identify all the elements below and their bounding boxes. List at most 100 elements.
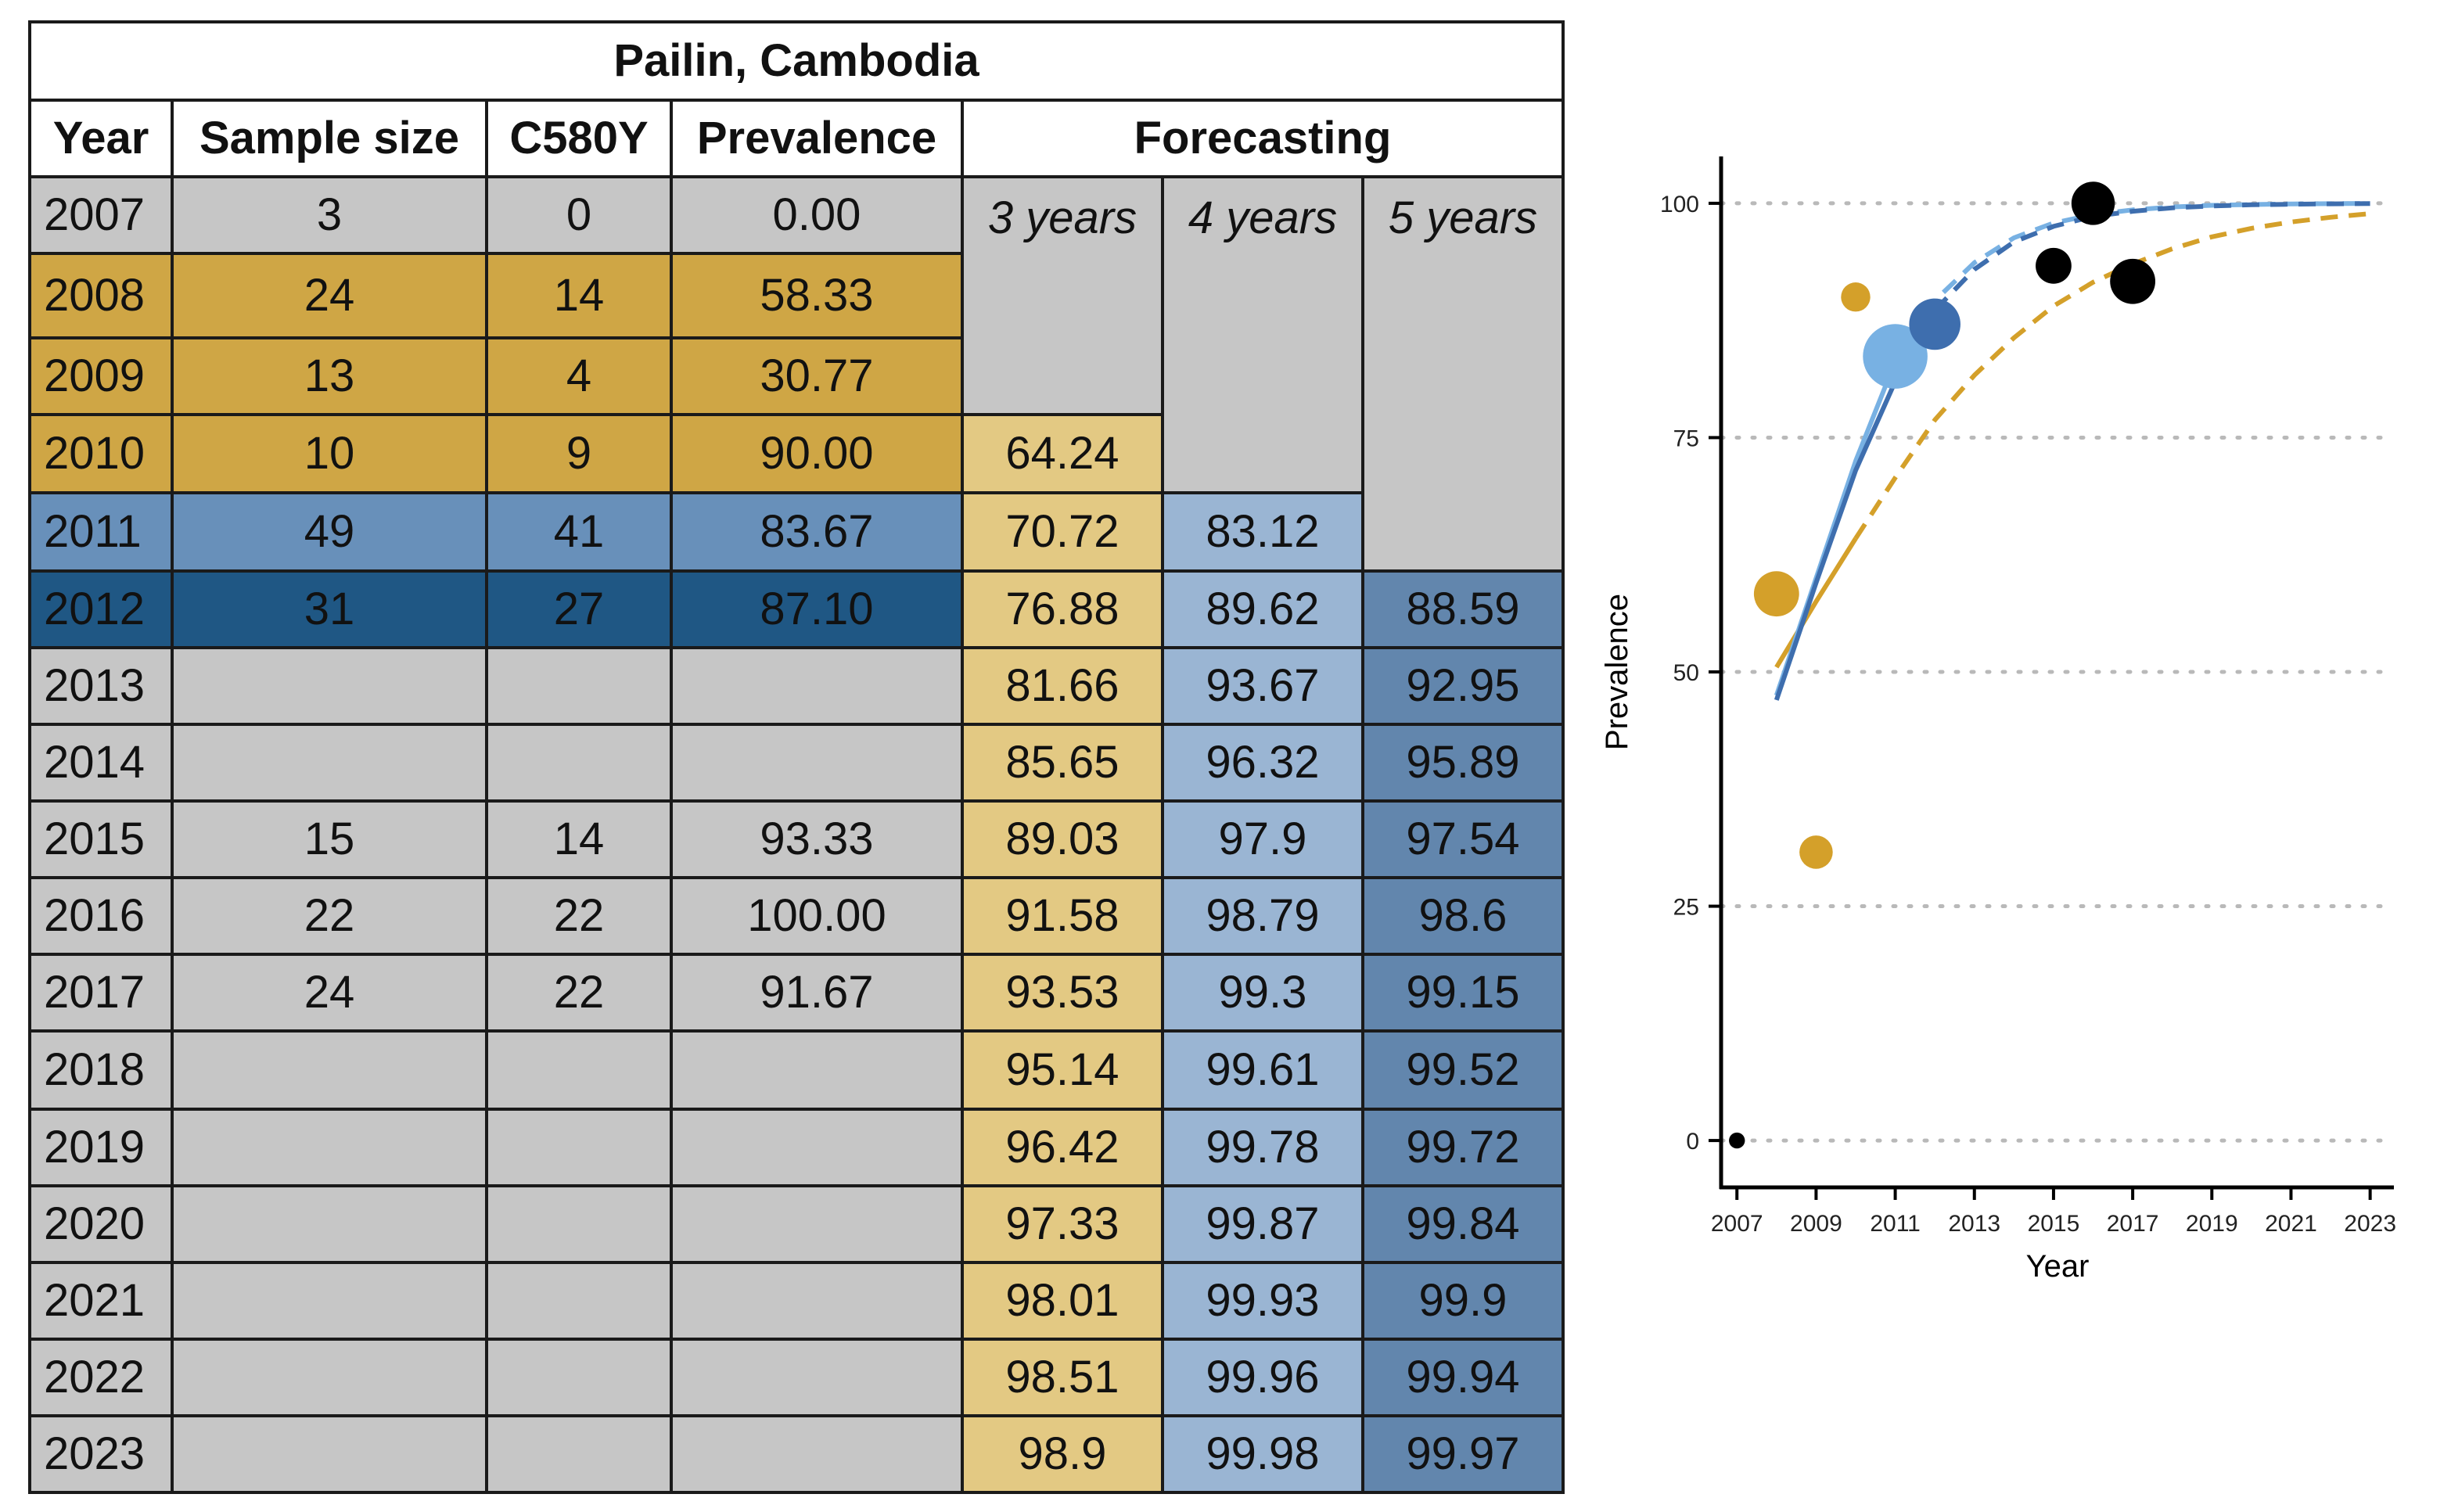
cell-forecast-3y: 70.72 [961, 491, 1164, 573]
cell-year: 2023 [28, 1414, 174, 1494]
cell-forecast-3y: 85.65 [961, 723, 1164, 803]
cell-year: 2015 [28, 799, 174, 879]
cell-forecast-3y: 81.66 [961, 646, 1164, 726]
cell-prevalence: 30.77 [670, 336, 964, 416]
forecast-header-5y: 5 years [1361, 175, 1565, 573]
x-tick-label: 2021 [2265, 1211, 2317, 1237]
table-row: 2022 98.51 99.96 99.94 [28, 1338, 1565, 1417]
cell-year: 2010 [28, 413, 174, 494]
cell-forecast-5y: 95.89 [1361, 723, 1565, 803]
table-row: 2023 98.9 99.98 99.97 [28, 1414, 1565, 1494]
table-row: 2018 95.14 99.61 99.52 [28, 1029, 1565, 1111]
header-c580y: C580Y [485, 99, 673, 178]
cell-prevalence: 0.00 [670, 175, 964, 255]
cell-prevalence [670, 1184, 964, 1264]
table-row: 2007 3 0 0.00 3 years 4 years 5 years [28, 175, 1565, 573]
cell-prevalence [670, 1108, 964, 1187]
cell-year: 2022 [28, 1338, 174, 1417]
forecast-header-4y: 4 years [1161, 175, 1364, 494]
cell-prevalence [670, 1029, 964, 1111]
cell-prevalence: 58.33 [670, 252, 964, 339]
cell-forecast-5y: 97.54 [1361, 799, 1565, 879]
cell-prevalence: 100.00 [670, 876, 964, 956]
x-tick-label: 2015 [2028, 1211, 2080, 1237]
cell-year: 2019 [28, 1108, 174, 1187]
cell-forecast-3y: 76.88 [961, 569, 1164, 649]
cell-prevalence: 91.67 [670, 953, 964, 1033]
cell-forecast-4y: 99.61 [1161, 1029, 1364, 1111]
cell-prevalence [670, 723, 964, 803]
cell-forecast-5y: 99.52 [1361, 1029, 1565, 1111]
data-point [1841, 282, 1871, 312]
cell-sample-size: 22 [171, 876, 488, 956]
cell-c580y [485, 1184, 673, 1264]
cell-forecast-4y: 99.93 [1161, 1261, 1364, 1341]
cell-prevalence [670, 1338, 964, 1417]
table-row: 2014 85.65 96.32 95.89 [28, 723, 1565, 803]
cell-year: 2008 [28, 252, 174, 339]
header-forecasting: Forecasting [961, 99, 1565, 178]
cell-c580y: 22 [485, 953, 673, 1033]
table-row: 2009 13 4 30.77 [28, 336, 1563, 416]
cell-year: 2016 [28, 876, 174, 956]
x-axis-label: Year [2026, 1249, 2090, 1284]
fitted-line-0 [1774, 537, 1858, 669]
cell-year: 2014 [28, 723, 174, 803]
cell-forecast-5y: 99.72 [1361, 1108, 1565, 1187]
cell-c580y [485, 723, 673, 803]
cell-prevalence: 83.67 [670, 491, 964, 573]
forecast-line-2 [1933, 201, 2370, 312]
table-row: 2010 10 9 90.00 64.24 [28, 413, 1563, 494]
data-point [1753, 571, 1799, 617]
cell-forecast-3y: 64.24 [961, 413, 1164, 494]
cell-c580y [485, 1108, 673, 1187]
cell-forecast-5y: 88.59 [1361, 569, 1565, 649]
cell-prevalence: 87.10 [670, 569, 964, 649]
cell-prevalence: 93.33 [670, 799, 964, 879]
cell-year: 2007 [28, 175, 174, 255]
cell-forecast-4y: 93.67 [1161, 646, 1364, 726]
cell-c580y [485, 646, 673, 726]
x-tick-label: 2017 [2107, 1211, 2159, 1237]
data-point [2071, 181, 2115, 225]
x-tick-label: 2023 [2344, 1211, 2396, 1237]
cell-sample-size: 15 [171, 799, 488, 879]
table-row: 2008 24 14 58.33 [28, 252, 1563, 339]
y-tick-label: 0 [1686, 1129, 1699, 1155]
cell-forecast-5y: 92.95 [1361, 646, 1565, 726]
cell-year: 2021 [28, 1261, 174, 1341]
cell-c580y: 41 [485, 491, 673, 573]
cell-forecast-4y: 98.79 [1161, 876, 1364, 956]
x-tick-label: 2013 [1948, 1211, 2000, 1237]
cell-forecast-3y: 93.53 [961, 953, 1164, 1033]
header-sample-size: Sample size [171, 99, 488, 178]
cell-forecast-4y: 99.87 [1161, 1184, 1364, 1264]
forecast-line-0 [1853, 211, 2370, 541]
cell-prevalence [670, 1261, 964, 1341]
cell-forecast-5y: 99.15 [1361, 953, 1565, 1033]
prevalence-chart: 0 25 50 75 100 2007 2009 2011 2013 2015 2017 2019 20… [1600, 156, 2396, 1284]
table-row: 2021 98.01 99.93 99.9 [28, 1261, 1565, 1341]
chart-points [1729, 181, 2156, 1149]
data-point [2110, 258, 2156, 304]
cell-forecast-4y: 89.62 [1161, 569, 1364, 649]
cell-sample-size: 31 [171, 569, 488, 649]
cell-prevalence [670, 1414, 964, 1494]
cell-forecast-3y: 96.42 [961, 1108, 1164, 1187]
cell-prevalence [670, 646, 964, 726]
cell-c580y [485, 1261, 673, 1341]
cell-c580y [485, 1414, 673, 1494]
cell-year: 2020 [28, 1184, 174, 1264]
cell-c580y [485, 1338, 673, 1417]
cell-year: 2018 [28, 1029, 174, 1111]
cell-c580y: 14 [485, 799, 673, 879]
cell-c580y: 4 [485, 336, 673, 416]
x-tick-label: 2011 [1870, 1211, 1921, 1237]
header-year: Year [28, 99, 174, 178]
cell-forecast-3y: 98.51 [961, 1338, 1164, 1417]
x-tick-label: 2009 [1790, 1211, 1842, 1237]
table-row: 2019 96.42 99.78 99.72 [28, 1108, 1565, 1187]
cell-forecast-5y: 99.97 [1361, 1414, 1565, 1494]
cell-sample-size [171, 1261, 488, 1341]
table-row: 2020 97.33 99.87 99.84 [28, 1184, 1565, 1264]
